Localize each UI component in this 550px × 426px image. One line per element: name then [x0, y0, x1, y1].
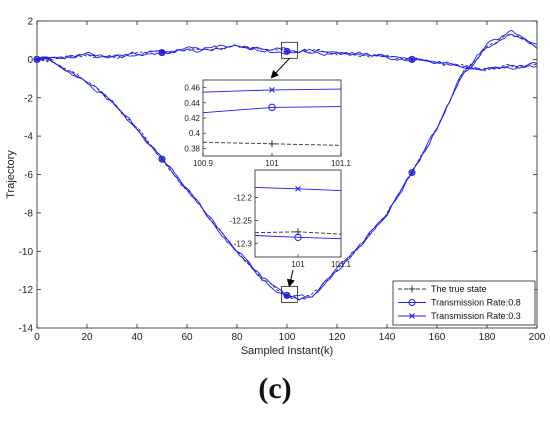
inset-x-tick-label: 101: [291, 260, 305, 269]
legend-marker: [408, 299, 416, 306]
inset-x-tick-label: 100.9: [193, 159, 214, 168]
x-tick-label: 140: [379, 332, 396, 343]
inset-rate-0.3-marker: [295, 185, 301, 192]
y-tick-label: -6: [24, 170, 33, 181]
inset-area: [254, 169, 342, 258]
rate-0.3-marker: [34, 56, 40, 63]
inset-rate-0.8-marker: [294, 233, 302, 242]
legend-box: [392, 280, 536, 326]
y-tick-label: -10: [19, 247, 34, 258]
zoom-arrow: [286, 269, 295, 288]
x-tick-label: 20: [81, 332, 93, 343]
x-tick-label: 180: [479, 332, 496, 343]
inset-x-tick-label: 101.1: [331, 159, 352, 168]
rate-0.8-marker: [158, 49, 166, 57]
rate-0.8-marker: [158, 155, 166, 163]
y-tick-label: -8: [24, 208, 33, 219]
inset-rate-0.8-marker: [268, 103, 276, 112]
legend-marker: [409, 313, 415, 319]
rate-0.8-marker: [283, 291, 291, 299]
x-tick-label: 0: [34, 332, 40, 343]
legend-label: Transmission Rate:0.3: [431, 311, 521, 321]
inset-rate-0.8-line: [254, 235, 342, 240]
rate-0.3-marker: [409, 169, 415, 176]
rate-0.8-marker: [408, 169, 416, 177]
x-tick-label: 120: [329, 332, 346, 343]
inset-x-tick-label: 101: [265, 159, 279, 168]
inset-true-state-marker: [268, 140, 276, 148]
y-axis-label: Trajectory: [5, 150, 17, 199]
inset-y-tick-label: 0.38: [184, 144, 200, 153]
x-tick-label: 200: [529, 332, 546, 343]
inset-rate-0.8-line: [202, 106, 342, 114]
rate-0.3-marker: [284, 292, 290, 299]
y-tick-label: -4: [24, 132, 33, 143]
rate-0.8-marker: [408, 55, 416, 63]
x-tick-label: 40: [131, 332, 143, 343]
zoom-arrow: [270, 57, 290, 79]
inset-y-tick-label: -12.25: [229, 216, 252, 225]
x-axis-label: Sampled Instant(k): [241, 345, 333, 357]
x-tick-label: 60: [181, 332, 193, 343]
x-tick-label: 160: [429, 332, 446, 343]
y-tick-label: -2: [24, 93, 33, 104]
inset-y-tick-label: 0.42: [184, 114, 200, 123]
figure-caption: (c): [258, 372, 291, 405]
inset-rate-0.3-marker: [269, 87, 275, 93]
rate-0.3-marker: [284, 48, 290, 55]
y-tick-label: 2: [27, 17, 33, 28]
x-tick-label: 80: [231, 332, 243, 343]
rate-0.3-marker: [159, 49, 165, 56]
legend-marker: [408, 285, 416, 293]
legend-label: Transmission Rate:0.8: [431, 298, 521, 308]
rate-0.8-marker: [33, 55, 41, 63]
y-tick-label: 0: [27, 55, 33, 66]
inset-y-tick-label: 0.4: [189, 129, 201, 138]
y-tick-label: -12: [19, 285, 34, 296]
x-tick-label: 100: [279, 332, 296, 343]
legend-label: The true state: [431, 284, 487, 294]
rate-0.3-marker: [159, 156, 165, 163]
inset-y-tick-label: -12.2: [234, 193, 253, 202]
inset-y-tick-label: 0.44: [184, 99, 200, 108]
rate-0.8-marker: [283, 47, 291, 55]
y-tick-label: -14: [19, 324, 34, 335]
inset-y-tick-label: -12.3: [234, 239, 253, 248]
inset-x-tick-label: 101.1: [331, 260, 352, 269]
rate-0.3-marker: [409, 56, 415, 63]
inset-y-tick-label: 0.46: [184, 84, 200, 93]
